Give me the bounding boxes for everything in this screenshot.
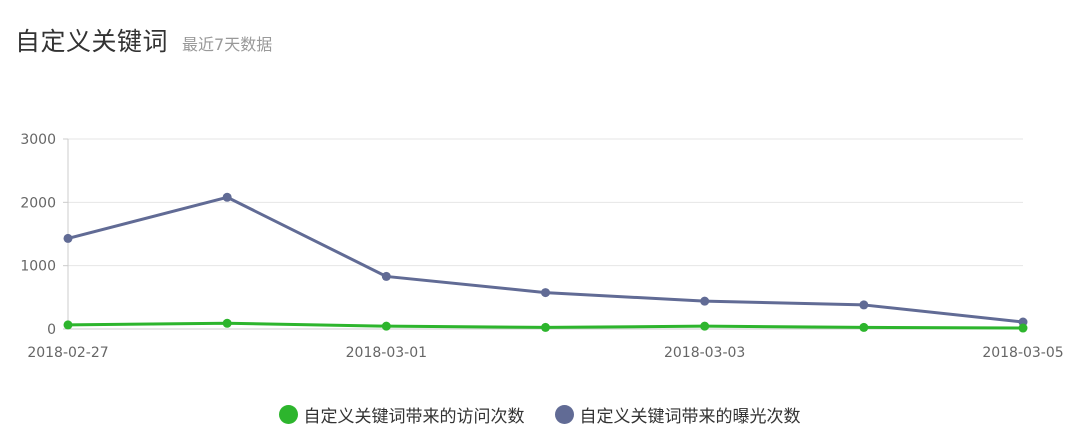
data-point [700, 296, 710, 306]
legend-item-visits[interactable]: 自定义关键词带来的访问次数 [278, 402, 525, 427]
legend-visits-dot [278, 405, 298, 424]
data-point [381, 271, 391, 281]
data-point [700, 321, 710, 331]
x-axis: 2018-02-27 2018-03-01 2018-03-03 2018-03-05 [27, 328, 1064, 361]
x-tick-label: 2018-02-27 [27, 345, 108, 361]
y-tick-label: 0 [47, 322, 56, 338]
chart-legend: 自定义关键词带来的访问次数 自定义关键词带来的曝光次数 [0, 402, 1079, 427]
chart-header: 自定义关键词 最近7天数据 [15, 22, 272, 58]
y-tick-label: 3000 [20, 132, 56, 148]
series-layer [63, 192, 1028, 333]
x-tick-label: 2018-03-05 [982, 345, 1063, 361]
x-tick-label: 2018-03-01 [346, 345, 427, 361]
data-point [541, 322, 550, 332]
legend-impressions-dot [554, 405, 574, 424]
chart-subtitle: 最近7天数据 [182, 35, 273, 54]
y-axis: 0 1000 2000 3000 [20, 132, 69, 338]
legend-visits-label: 自定义关键词带来的访问次数 [303, 407, 525, 427]
series-line-1 [66, 195, 1025, 324]
grid-lines [68, 138, 1023, 267]
legend-item-impressions[interactable]: 自定义关键词带来的曝光次数 [554, 402, 801, 427]
data-point [63, 320, 73, 330]
data-point [859, 300, 869, 310]
data-point [381, 321, 391, 331]
legend-impressions-label: 自定义关键词带来的曝光次数 [579, 407, 801, 427]
chart-title: 自定义关键词 [15, 27, 169, 56]
y-tick-label: 1000 [20, 259, 56, 275]
x-tick-label: 2018-03-03 [664, 345, 745, 361]
data-point [1018, 323, 1028, 333]
data-point [222, 318, 232, 328]
data-point [859, 322, 869, 332]
data-point [222, 192, 232, 202]
y-tick-label: 2000 [20, 195, 56, 211]
data-point [541, 288, 550, 298]
data-point [63, 233, 73, 243]
